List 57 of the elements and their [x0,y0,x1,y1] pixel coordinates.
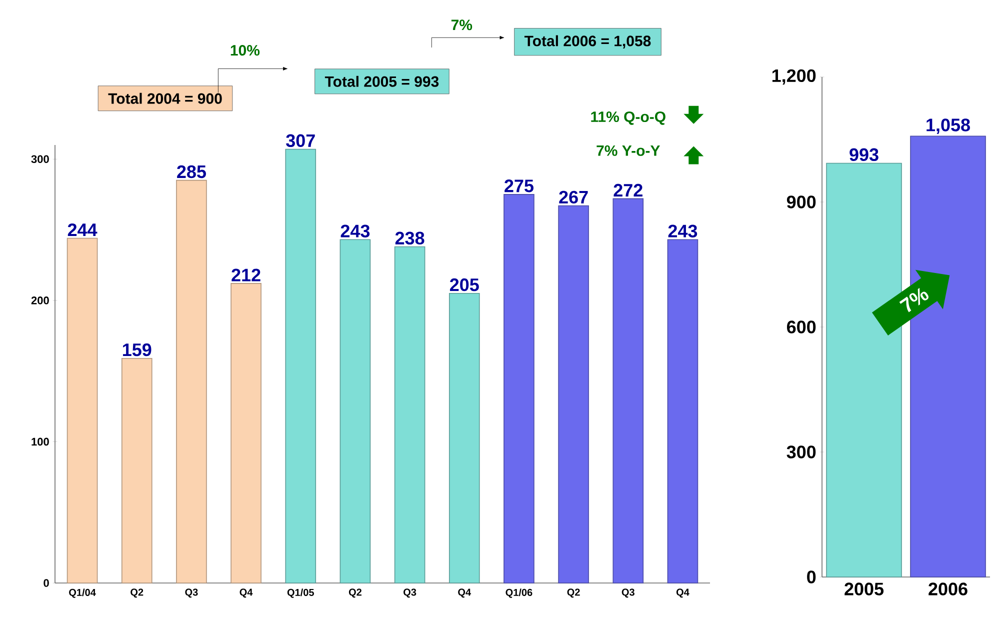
annotation: 7% [899,288,928,312]
data-label: 275 [504,180,534,192]
y-tick-label: 300 [31,155,49,164]
bar [121,358,152,584]
data-label: 272 [614,184,642,196]
bar [230,283,262,584]
bar [285,148,316,584]
y-tick-label: 1,200 [772,69,816,85]
data-label: 212 [232,268,260,282]
y-tick-label: 300 [786,446,816,458]
bar [667,239,698,584]
x-tick-label: Q3 [404,588,416,598]
x-tick-label: Q2 [130,588,144,598]
bar [612,198,644,584]
data-label: 243 [340,224,370,238]
x-tick-label: Q4 [676,588,690,598]
data-label: 285 [177,165,206,178]
data-label: 267 [559,190,588,204]
x-tick-label: Q4 [240,588,253,598]
bar [176,180,207,584]
y-tick-label: 0 [807,570,816,584]
bar [66,238,98,584]
x-tick-label: Q2 [567,588,580,598]
bar [394,246,426,584]
x-tick-label: Q3 [622,588,634,598]
bar [504,194,534,584]
y-tick-label: 0 [44,579,49,587]
text: Total 2004 = 900 [108,92,222,104]
text: 10% [230,45,260,56]
x-tick-label: Q1/04 [69,588,96,598]
data-label: 159 [123,343,152,356]
text: 11% Q-o-Q [591,111,666,125]
y-tick-label: 900 [786,196,816,208]
data-label: 244 [68,223,98,236]
bar [448,292,480,584]
annotation: 7% Y-o-Y [596,145,660,156]
x-tick-label: 2006 [928,582,968,596]
x-tick-label: Q4 [458,588,472,598]
x-tick-label: Q3 [185,588,198,598]
text: Total 2005 = 993 [324,76,439,87]
bar [340,239,371,584]
y-tick-label: 100 [32,438,49,446]
x-tick-label: 2005 [844,582,884,596]
bar [558,205,589,584]
data-label: 243 [668,224,698,238]
data-label: 307 [286,134,315,148]
x-tick-label: Q1/06 [506,588,532,598]
data-label: 1,058 [926,118,970,134]
y-tick-label: 600 [786,320,816,334]
data-label: 205 [450,278,479,292]
text: Total 2006 = 1,058 [524,35,651,48]
text: 7% [451,20,472,30]
data-label: 238 [395,232,424,245]
x-tick-label: Q2 [348,588,362,598]
y-tick-label: 200 [31,296,49,304]
data-label: 993 [850,148,878,162]
x-tick-label: Q1/05 [287,588,314,598]
